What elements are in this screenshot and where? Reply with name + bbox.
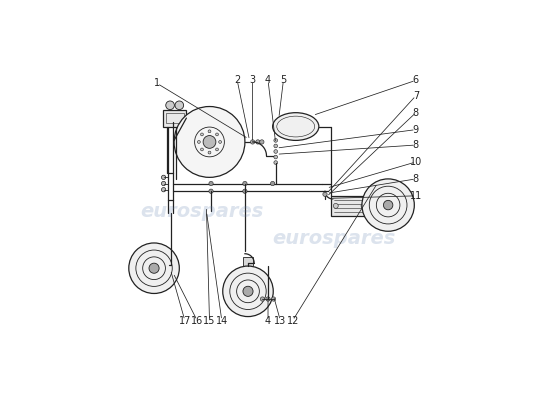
Circle shape xyxy=(162,188,166,192)
Text: 1: 1 xyxy=(154,78,160,88)
Circle shape xyxy=(209,189,213,193)
Circle shape xyxy=(203,136,216,148)
Circle shape xyxy=(162,175,166,180)
Circle shape xyxy=(201,133,204,136)
Text: 5: 5 xyxy=(280,75,287,85)
Circle shape xyxy=(166,101,174,110)
Text: 9: 9 xyxy=(413,125,419,135)
Text: 8: 8 xyxy=(413,174,419,184)
Circle shape xyxy=(274,150,278,153)
Circle shape xyxy=(201,148,204,151)
Circle shape xyxy=(383,200,393,210)
Circle shape xyxy=(260,140,264,144)
Circle shape xyxy=(162,181,166,186)
Bar xyxy=(331,196,368,216)
Ellipse shape xyxy=(273,113,319,140)
Circle shape xyxy=(243,286,253,296)
Text: 17: 17 xyxy=(179,316,191,326)
Text: 4: 4 xyxy=(265,75,271,85)
Circle shape xyxy=(243,181,247,186)
Bar xyxy=(168,260,177,276)
Circle shape xyxy=(271,297,276,301)
Text: eurospares: eurospares xyxy=(273,230,396,248)
Text: 7: 7 xyxy=(412,91,419,101)
Bar xyxy=(163,110,186,126)
Circle shape xyxy=(197,140,200,143)
Text: 13: 13 xyxy=(274,316,287,326)
Circle shape xyxy=(208,151,211,154)
Text: 8: 8 xyxy=(413,140,419,150)
Bar xyxy=(243,257,252,269)
Text: 15: 15 xyxy=(204,316,216,326)
Circle shape xyxy=(216,133,218,136)
Bar xyxy=(366,197,374,213)
Text: 14: 14 xyxy=(216,316,228,326)
Circle shape xyxy=(243,189,247,193)
Circle shape xyxy=(175,101,184,110)
Circle shape xyxy=(362,179,414,231)
Text: 6: 6 xyxy=(413,75,419,85)
Text: 4: 4 xyxy=(265,316,271,326)
Circle shape xyxy=(361,203,366,208)
Text: 11: 11 xyxy=(410,191,422,201)
Circle shape xyxy=(333,203,338,208)
Circle shape xyxy=(223,266,273,316)
Circle shape xyxy=(219,140,222,143)
Circle shape xyxy=(149,263,159,273)
Circle shape xyxy=(250,140,255,144)
Text: 16: 16 xyxy=(191,316,204,326)
Circle shape xyxy=(274,138,278,142)
Circle shape xyxy=(274,161,278,164)
Text: 12: 12 xyxy=(287,316,299,326)
Circle shape xyxy=(174,106,245,177)
Bar xyxy=(166,113,184,124)
Circle shape xyxy=(271,181,275,186)
Circle shape xyxy=(216,148,218,151)
Text: 2: 2 xyxy=(234,75,240,85)
Circle shape xyxy=(266,297,270,301)
Text: eurospares: eurospares xyxy=(140,202,263,221)
Circle shape xyxy=(274,144,278,148)
Circle shape xyxy=(260,297,265,301)
Circle shape xyxy=(256,140,260,144)
Text: 3: 3 xyxy=(250,75,256,85)
Circle shape xyxy=(208,130,211,133)
Text: 8: 8 xyxy=(413,108,419,118)
Circle shape xyxy=(209,181,213,186)
Text: 10: 10 xyxy=(410,157,422,167)
Circle shape xyxy=(274,155,278,159)
Circle shape xyxy=(323,192,327,196)
Circle shape xyxy=(129,243,179,294)
